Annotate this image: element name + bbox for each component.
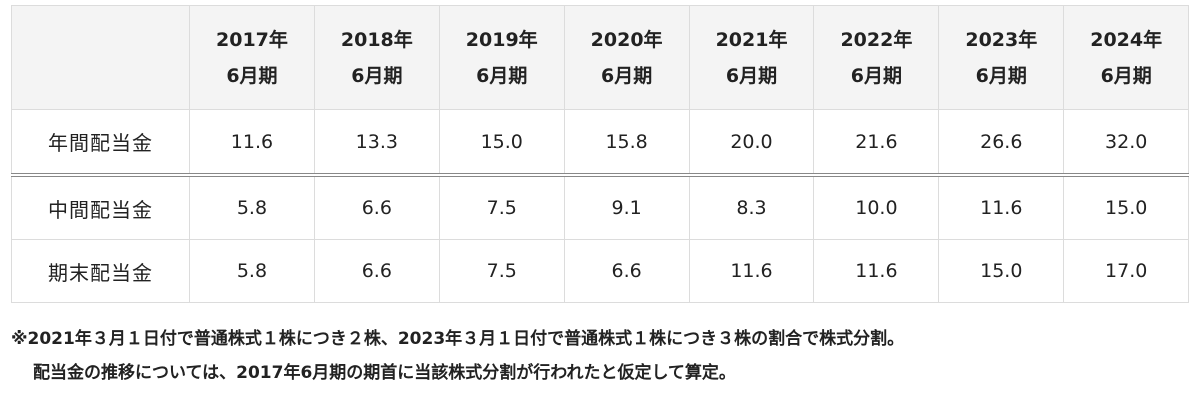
column-header: 2022年 6月期 — [813, 5, 940, 110]
column-period: 6月期 — [351, 64, 403, 87]
table-cell: 11.6 — [938, 173, 1065, 240]
table-cell: 15.8 — [563, 109, 690, 176]
table-corner-cell — [11, 5, 190, 110]
table-cell: 20.0 — [688, 109, 815, 176]
column-year: 2017年 — [216, 28, 288, 51]
table-cell: 8.3 — [688, 173, 815, 240]
column-period: 6月期 — [226, 64, 278, 87]
table-cell: 9.1 — [563, 173, 690, 240]
footnote-line-stock-split: ※2021年３月１日付で普通株式１株につき２株、2023年３月１日付で普通株式１… — [11, 329, 905, 349]
table-row-annual-dividend: 年間配当金 11.6 13.3 15.0 15.8 20.0 21.6 26.6… — [11, 109, 1190, 176]
table-cell: 21.6 — [813, 109, 940, 176]
column-year: 2018年 — [340, 28, 413, 51]
column-header: 2019年 6月期 — [438, 5, 565, 110]
dividend-table-container: 2017年 6月期 2018年 6月期 2019年 6月期 2020年 6月期 2021… — [11, 5, 1190, 303]
table-cell: 5.8 — [189, 173, 315, 240]
table-cell: 15.0 — [938, 239, 1065, 303]
column-period: 6月期 — [725, 64, 778, 87]
column-header: 2020年 6月期 — [563, 5, 690, 110]
column-header: 2017年 6月期 — [189, 5, 315, 110]
column-period: 6月期 — [1100, 64, 1152, 87]
footnote-line-calculation-basis: 配当金の推移については、2017年6月期の期首に当該株式分割が行われたと仮定して… — [33, 363, 736, 383]
row-label: 期末配当金 — [11, 239, 190, 303]
column-period: 6月期 — [476, 64, 528, 87]
column-header: 2021年 6月期 — [688, 5, 815, 110]
column-header: 2018年 6月期 — [313, 5, 440, 110]
column-year: 2023年 — [965, 28, 1038, 51]
table-cell: 26.6 — [938, 109, 1065, 176]
column-year: 2019年 — [465, 28, 538, 51]
table-cell: 6.6 — [563, 239, 690, 303]
column-year: 2021年 — [715, 28, 788, 51]
column-period: 6月期 — [601, 64, 653, 87]
table-cell: 6.6 — [313, 239, 440, 303]
table-cell: 13.3 — [313, 109, 440, 176]
table-row-year-end-dividend: 期末配当金 5.8 6.6 7.5 6.6 11.6 11.6 15.0 17.… — [11, 239, 1190, 303]
table-cell: 17.0 — [1063, 239, 1190, 303]
table-cell: 10.0 — [813, 173, 940, 240]
column-period: 6月期 — [850, 64, 903, 87]
table-cell: 15.0 — [438, 109, 565, 176]
table-header-row: 2017年 6月期 2018年 6月期 2019年 6月期 2020年 6月期 2021… — [11, 5, 1190, 110]
column-year: 2020年 — [590, 28, 663, 51]
dividend-history-table: 2017年 6月期 2018年 6月期 2019年 6月期 2020年 6月期 2021… — [11, 5, 1190, 303]
table-cell: 7.5 — [438, 239, 565, 303]
column-period: 6月期 — [975, 64, 1027, 87]
table-cell: 7.5 — [438, 173, 565, 240]
column-header: 2024年 6月期 — [1063, 5, 1190, 110]
table-cell: 11.6 — [189, 109, 315, 176]
row-label: 中間配当金 — [11, 173, 190, 240]
table-cell: 5.8 — [189, 239, 315, 303]
table-cell: 11.6 — [688, 239, 815, 303]
row-label: 年間配当金 — [11, 109, 190, 176]
column-year: 2022年 — [840, 28, 913, 51]
column-header: 2023年 6月期 — [938, 5, 1065, 110]
table-row-interim-dividend: 中間配当金 5.8 6.6 7.5 9.1 8.3 10.0 11.6 15.0 — [11, 173, 1190, 240]
table-cell: 6.6 — [313, 173, 440, 240]
table-cell: 11.6 — [813, 239, 940, 303]
footnote: ※2021年３月１日付で普通株式１株につき２株、2023年３月１日付で普通株式１… — [11, 322, 1191, 390]
table-cell: 32.0 — [1063, 109, 1190, 176]
column-year: 2024年 — [1090, 28, 1163, 51]
table-cell: 15.0 — [1063, 173, 1190, 240]
